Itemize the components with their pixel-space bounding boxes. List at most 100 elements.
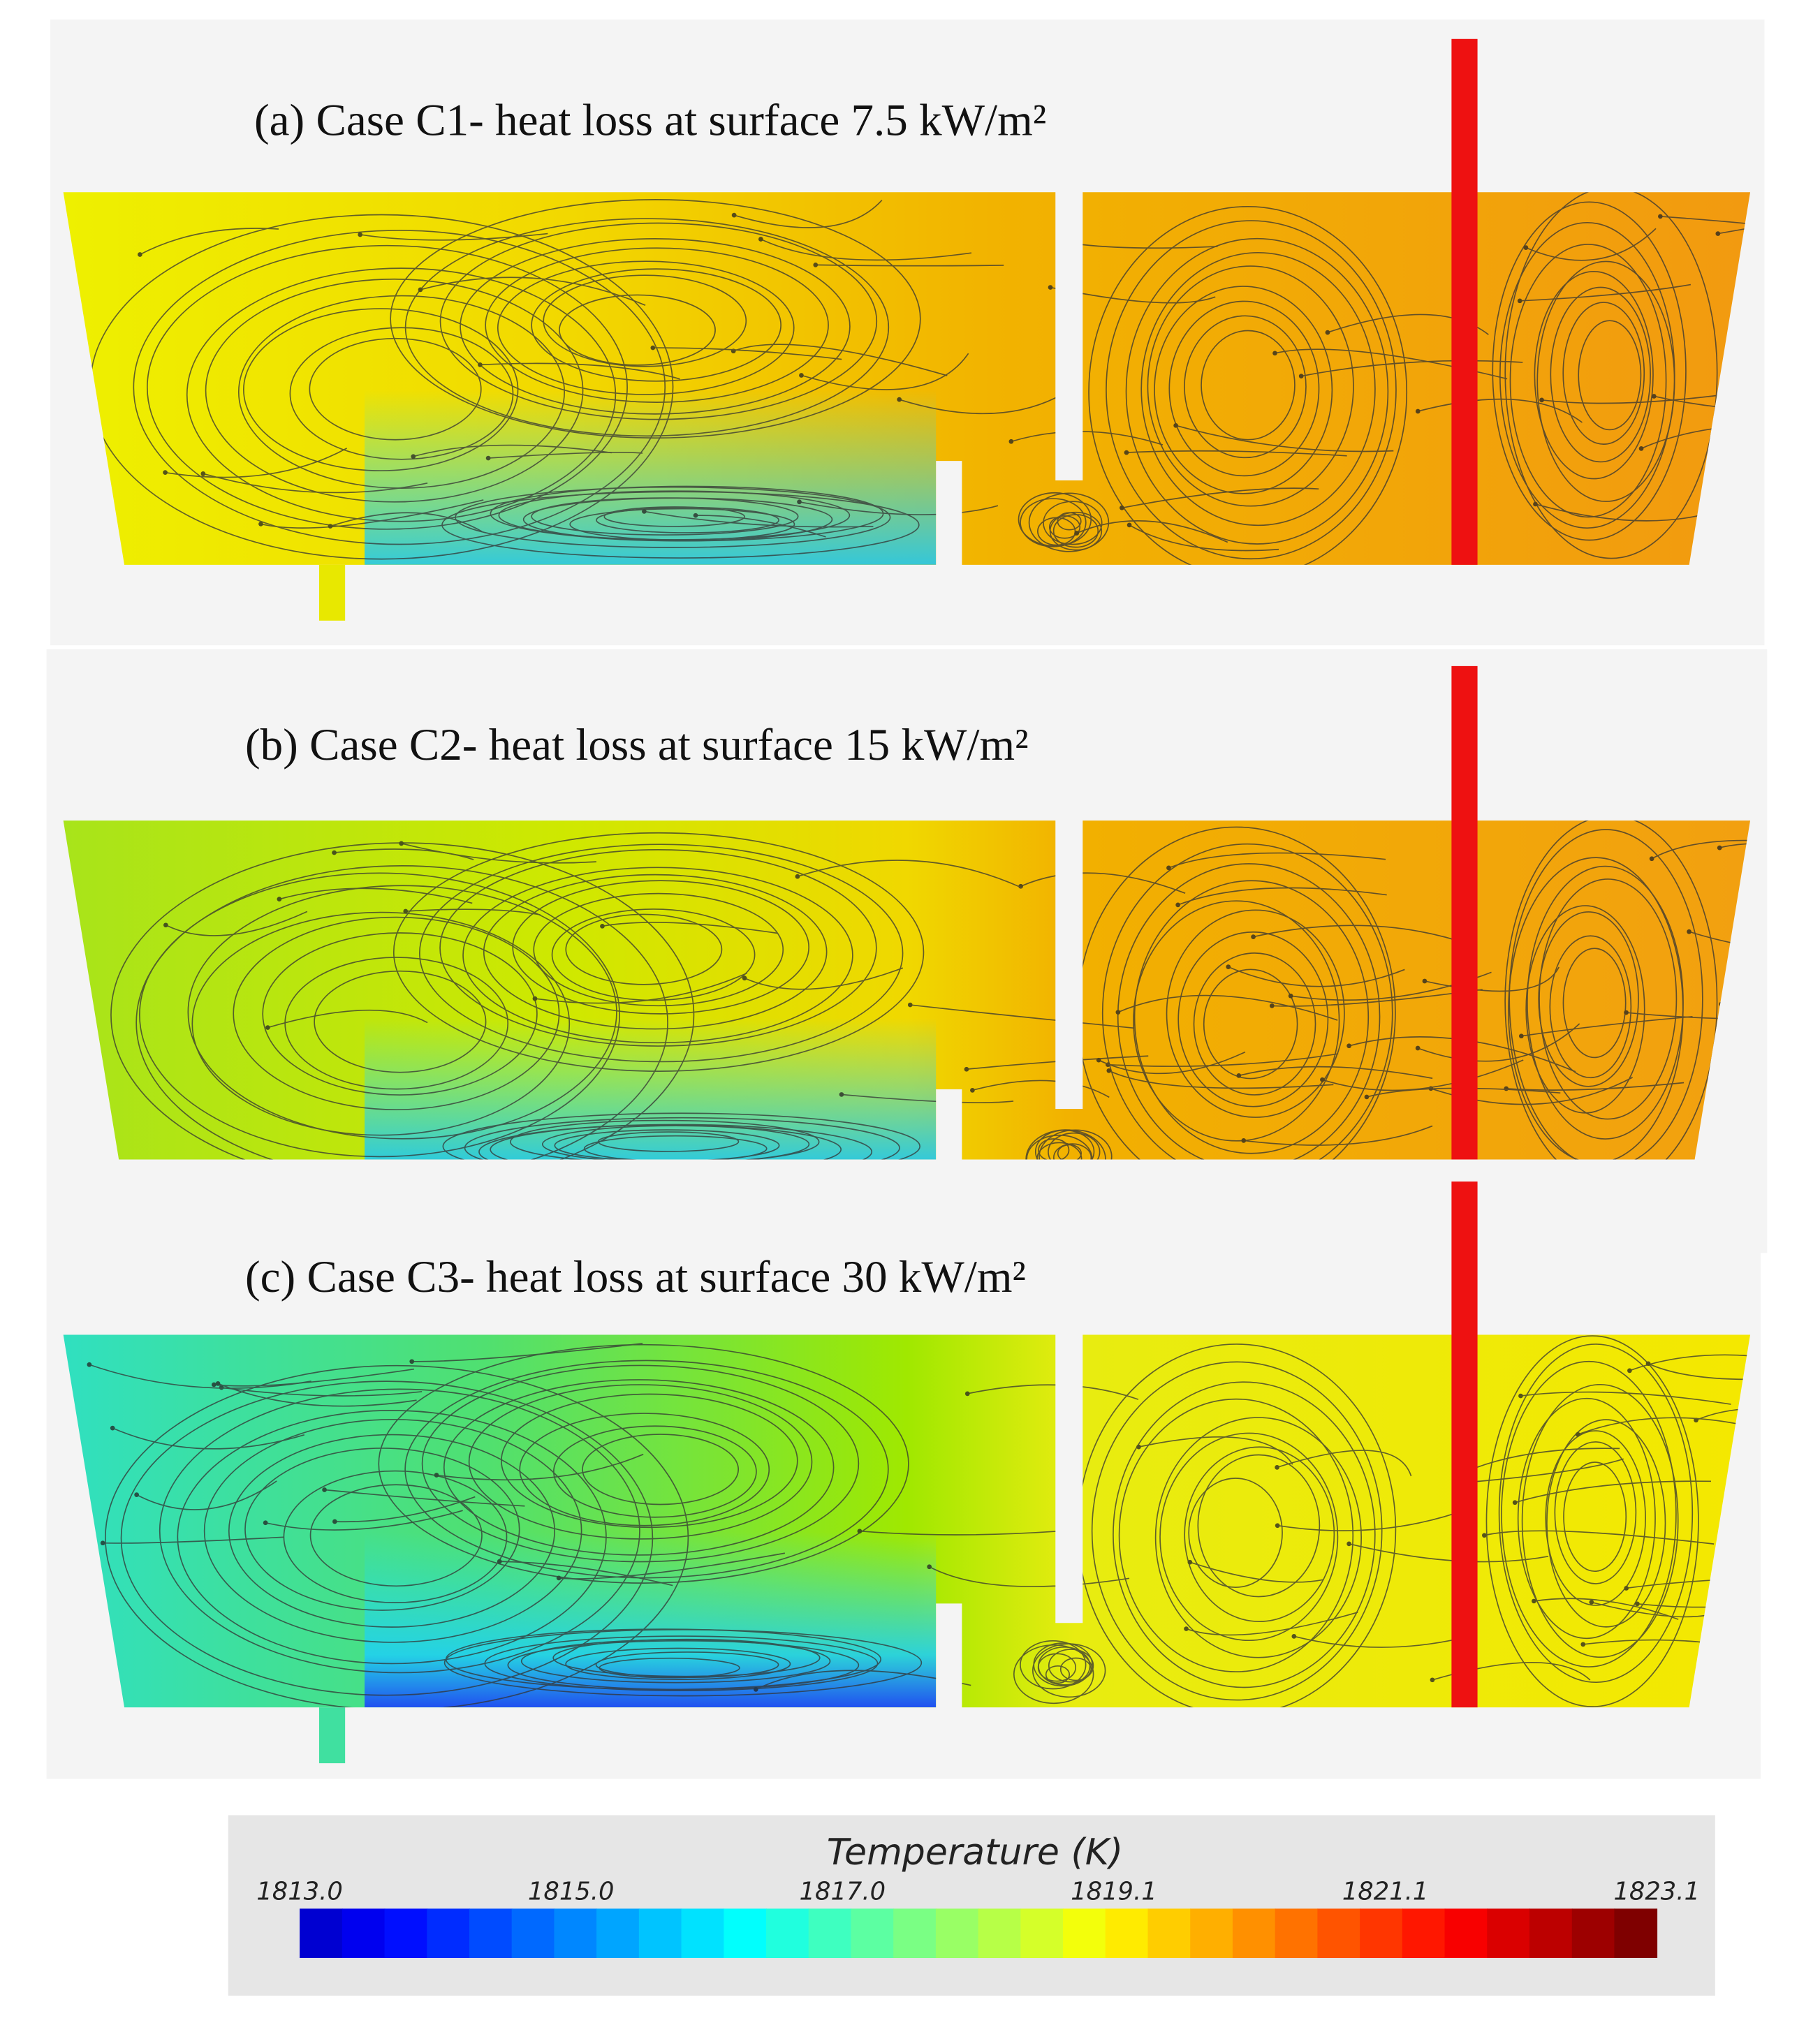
streamline: [1647, 1363, 1751, 1381]
color-step: [808, 1908, 852, 1959]
streamline: [799, 501, 999, 515]
streamline: [596, 506, 779, 533]
streamline: [1038, 1138, 1070, 1160]
streamline: [1498, 1343, 1694, 1683]
streamline: [1651, 839, 1751, 860]
particle: [1115, 1010, 1121, 1015]
color-step: [554, 1908, 598, 1959]
particle: [1518, 1033, 1524, 1039]
streamline: [595, 1651, 779, 1678]
particle: [1275, 1523, 1280, 1529]
streamline: [1108, 1053, 1339, 1067]
streamline: [1184, 1446, 1335, 1623]
streamline: [1133, 900, 1340, 1142]
streamline: [1052, 514, 1099, 548]
streamline: [1550, 286, 1651, 463]
particle: [200, 471, 206, 476]
streamline: [1509, 244, 1667, 518]
particle: [1288, 993, 1293, 999]
streamline: [1243, 1125, 1433, 1146]
particle: [1517, 298, 1522, 304]
colorbar-tick-label: 1821.1: [1342, 1877, 1429, 1906]
streamline: [1193, 952, 1316, 1096]
streamline: [1563, 1462, 1627, 1573]
particle: [332, 850, 337, 855]
particle: [1430, 1677, 1435, 1683]
streamline: [1189, 1561, 1324, 1583]
color-step: [1487, 1908, 1530, 1959]
particle: [1269, 1003, 1275, 1008]
streamline: [1020, 498, 1087, 547]
streamline: [139, 228, 279, 256]
streamline: [1177, 931, 1329, 1107]
streamline: [1032, 1643, 1106, 1698]
color-step: [724, 1908, 767, 1959]
particle: [485, 455, 491, 461]
streamline: [582, 1434, 740, 1505]
streamline: [1546, 1419, 1666, 1628]
streamline: [439, 222, 878, 420]
streamline: [1562, 302, 1645, 445]
streamline: [1140, 251, 1376, 527]
streamline: [392, 832, 925, 1072]
streamline: [533, 892, 784, 1007]
particle: [1291, 1634, 1297, 1639]
color-step: [1360, 1908, 1403, 1959]
streamline: [488, 451, 643, 459]
streamline: [733, 200, 883, 228]
colorbar-tick-label: 1819.1: [1071, 1877, 1157, 1906]
color-step: [978, 1908, 1022, 1959]
streamline: [443, 1379, 835, 1556]
particle: [399, 841, 404, 846]
particle: [742, 975, 747, 981]
streamline: [1626, 1575, 1751, 1589]
streamline: [413, 444, 612, 457]
particle: [1624, 1010, 1629, 1015]
particle: [265, 1025, 270, 1030]
particle: [87, 1362, 92, 1367]
streamline: [205, 278, 584, 503]
shroud: [1451, 1181, 1478, 1708]
particle: [138, 252, 142, 257]
particle: [1173, 422, 1178, 428]
particle: [897, 397, 902, 402]
streamline: [1122, 487, 1319, 509]
streamline: [1228, 966, 1405, 987]
particle: [731, 212, 737, 218]
streamline: [89, 1364, 311, 1389]
particle: [927, 1564, 932, 1570]
particle: [1576, 1431, 1580, 1437]
particle: [110, 1425, 115, 1431]
particle: [857, 1529, 863, 1534]
streamline: [565, 1647, 791, 1680]
particle: [211, 1382, 217, 1387]
streamline: [186, 267, 617, 522]
streamline: [1538, 911, 1639, 1087]
streamline: [559, 294, 716, 366]
particle: [1533, 501, 1538, 507]
color-step: [681, 1908, 725, 1959]
particle: [907, 1002, 913, 1008]
streamline: [733, 344, 948, 376]
streamline: [1293, 1635, 1462, 1648]
particle: [1422, 978, 1428, 984]
streamline: [436, 1453, 644, 1481]
color-step: [1105, 1908, 1149, 1959]
streamline: [1013, 1644, 1094, 1705]
streamline: [221, 1387, 423, 1397]
particle: [1658, 214, 1663, 219]
streamline: [289, 327, 514, 460]
particle: [277, 897, 282, 901]
streamline: [468, 1384, 813, 1540]
color-step: [596, 1908, 640, 1959]
particle: [1523, 245, 1529, 250]
streamline: [283, 1470, 508, 1603]
streamline: [265, 1510, 463, 1531]
streamline: [1048, 515, 1081, 539]
streamline: [559, 1552, 786, 1580]
streamline: [1159, 1432, 1339, 1642]
particle: [970, 1087, 975, 1093]
streamline: [1509, 829, 1703, 1160]
